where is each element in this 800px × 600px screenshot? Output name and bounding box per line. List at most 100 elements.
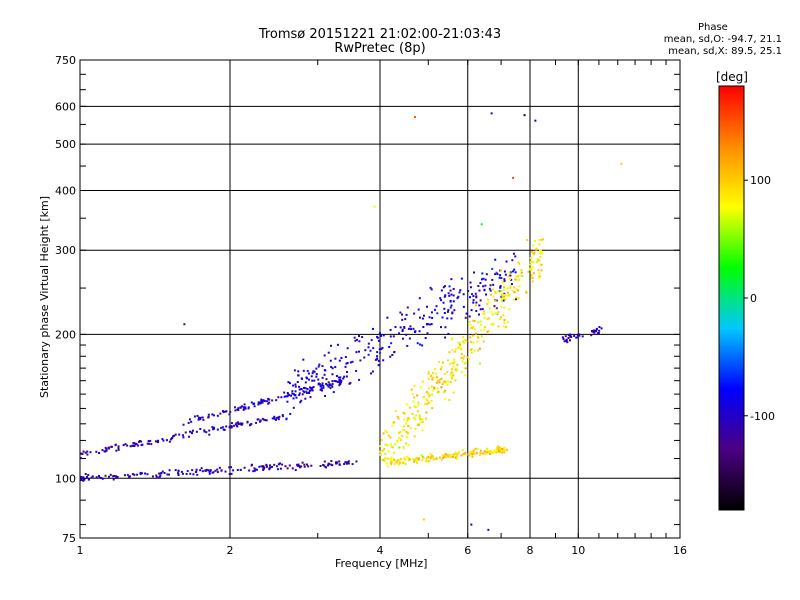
data-point — [144, 472, 147, 475]
data-point — [250, 401, 253, 404]
data-point — [331, 385, 334, 388]
data-point — [487, 451, 490, 454]
data-point — [173, 434, 176, 437]
data-point — [494, 312, 497, 315]
data-point — [374, 358, 377, 361]
data-point — [89, 451, 92, 454]
data-point — [422, 314, 425, 317]
data-point — [315, 367, 318, 370]
data-point — [531, 265, 534, 268]
data-point — [133, 473, 136, 476]
data-point — [331, 382, 334, 385]
data-point — [620, 162, 623, 165]
data-point — [464, 452, 467, 455]
data-point — [474, 447, 477, 450]
data-point — [461, 449, 464, 452]
data-point — [430, 399, 433, 402]
data-point — [446, 370, 449, 373]
data-point — [478, 313, 481, 316]
data-point — [95, 450, 98, 453]
data-point — [435, 305, 438, 308]
data-point — [503, 325, 506, 328]
data-point — [437, 390, 440, 393]
data-point — [399, 326, 402, 329]
data-point — [401, 462, 404, 465]
data-point — [296, 464, 299, 467]
data-point — [191, 432, 194, 435]
data-point — [381, 458, 384, 461]
data-point — [101, 449, 104, 452]
data-point — [336, 461, 339, 464]
data-point — [444, 326, 447, 329]
data-point — [434, 368, 437, 371]
data-point — [343, 375, 346, 378]
data-point — [295, 396, 298, 399]
data-point — [452, 358, 455, 361]
data-point — [330, 365, 333, 368]
data-point — [474, 304, 477, 307]
data-point — [453, 350, 456, 353]
data-point — [422, 326, 425, 329]
data-point — [302, 369, 305, 372]
data-point — [449, 300, 452, 303]
data-point — [479, 320, 482, 323]
data-point — [441, 316, 444, 319]
data-point — [225, 425, 228, 428]
data-point — [321, 389, 324, 392]
data-point — [530, 274, 533, 277]
data-point — [237, 407, 240, 410]
data-point — [475, 332, 478, 335]
data-point — [460, 277, 463, 280]
data-point — [452, 455, 455, 458]
data-point — [284, 465, 287, 468]
data-point — [397, 417, 400, 420]
data-point — [451, 362, 454, 365]
data-point — [509, 274, 512, 277]
data-point — [109, 473, 112, 476]
data-point — [243, 407, 246, 410]
data-point — [446, 310, 449, 313]
data-point — [357, 350, 360, 353]
data-point — [197, 418, 200, 421]
data-point — [518, 262, 521, 265]
data-point — [485, 451, 488, 454]
data-point — [209, 469, 212, 472]
data-point — [310, 388, 313, 391]
data-point — [476, 448, 479, 451]
data-point — [401, 313, 404, 316]
data-point — [222, 410, 225, 413]
data-point — [178, 433, 181, 436]
chart-title: Tromsø 20151221 21:02:00-21:03:43 — [258, 27, 502, 42]
data-point — [480, 323, 483, 326]
data-point — [384, 443, 387, 446]
data-point — [482, 452, 485, 455]
data-point — [569, 333, 572, 336]
data-point — [392, 459, 395, 462]
data-point — [416, 394, 419, 397]
data-point — [302, 386, 305, 389]
data-point — [221, 426, 224, 429]
data-point — [139, 471, 142, 474]
data-point — [299, 401, 302, 404]
data-point — [356, 338, 359, 341]
data-point — [239, 468, 242, 471]
data-point — [371, 370, 374, 373]
data-point — [255, 468, 258, 471]
colorbar — [718, 85, 745, 511]
data-point — [313, 379, 316, 382]
data-point — [219, 412, 222, 415]
data-point — [472, 341, 475, 344]
data-point — [155, 476, 158, 479]
data-point — [487, 298, 490, 301]
data-point — [414, 418, 417, 421]
data-point — [80, 452, 83, 455]
data-point — [197, 416, 200, 419]
data-point — [346, 371, 349, 374]
data-point — [501, 280, 504, 283]
data-point — [115, 449, 118, 452]
data-point — [510, 278, 513, 281]
data-point — [425, 391, 428, 394]
data-point — [508, 293, 511, 296]
data-point — [600, 327, 603, 330]
data-point — [124, 443, 127, 446]
